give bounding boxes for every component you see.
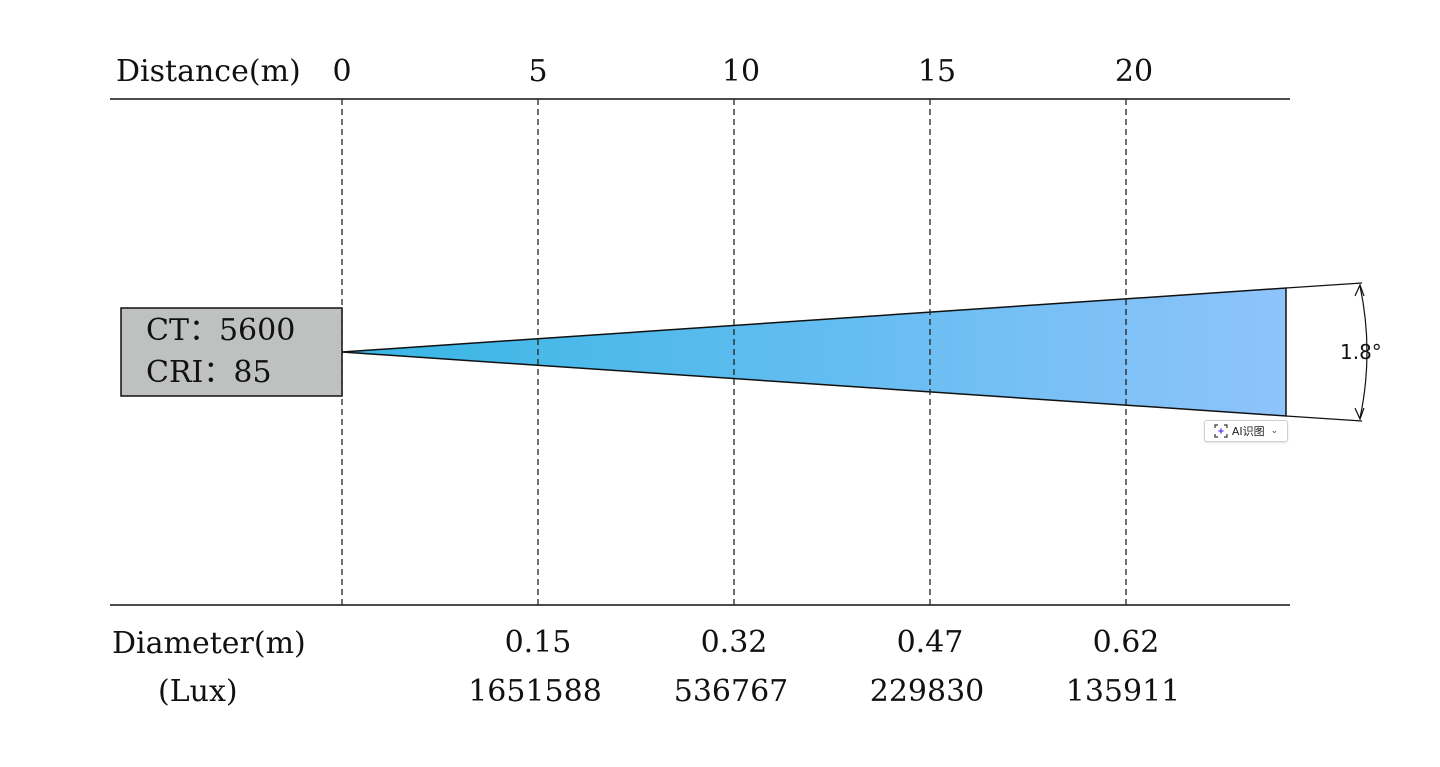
lux-value-5m: 1651588 <box>468 674 602 709</box>
diameter-label: Diameter(m) <box>112 626 306 661</box>
distance-tick-20: 20 <box>1115 54 1153 89</box>
fixture-ct: CT：5600 <box>146 313 295 348</box>
angle-extension-top <box>1285 282 1363 289</box>
angle-arc <box>1359 285 1368 419</box>
distance-tick-10: 10 <box>722 54 760 89</box>
diameter-value-5m: 0.15 <box>505 625 572 660</box>
ai-image-recognition-button[interactable]: AI识图 ⌄ <box>1204 420 1288 442</box>
lux-value-10m: 536767 <box>674 674 789 709</box>
chevron-down-icon: ⌄ <box>1270 426 1279 436</box>
ai-button-label: AI识图 <box>1231 425 1265 438</box>
diameter-value-10m: 0.32 <box>701 625 768 660</box>
distance-tick-0: 0 <box>332 54 351 89</box>
angle-arrow-bottom <box>1354 407 1365 421</box>
fixture-cri: CRI：85 <box>146 355 272 390</box>
angle-arrow-top <box>1354 283 1365 297</box>
distance-tick-5: 5 <box>528 54 547 89</box>
angle-extension-bottom <box>1285 415 1363 422</box>
ai-scan-icon <box>1214 424 1228 438</box>
diameter-value-15m: 0.47 <box>897 625 964 660</box>
diameter-value-20m: 0.62 <box>1093 625 1160 660</box>
lux-value-20m: 135911 <box>1066 674 1181 709</box>
beam-cone <box>341 287 1287 417</box>
distance-label: Distance(m) <box>116 54 301 89</box>
distance-tick-15: 15 <box>918 54 956 89</box>
beam-angle-label: 1.8° <box>1340 340 1382 364</box>
lux-value-15m: 229830 <box>870 674 985 709</box>
fixture-box <box>120 307 343 397</box>
lux-label: (Lux) <box>158 674 238 709</box>
